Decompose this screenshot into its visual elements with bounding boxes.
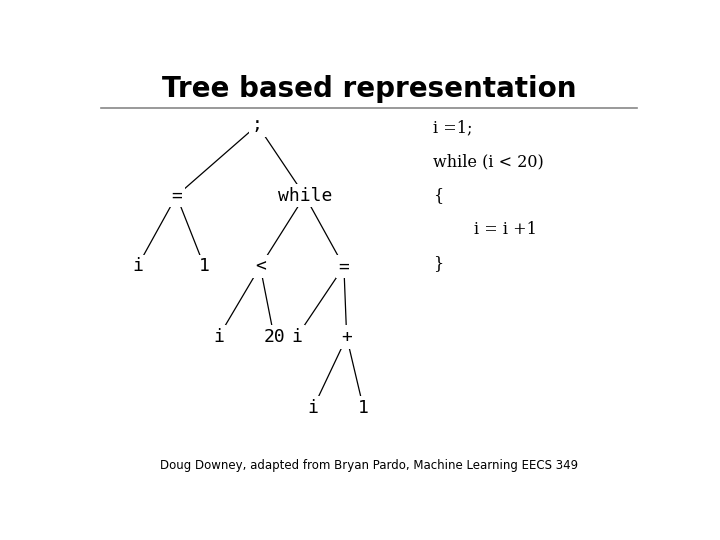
Text: ;: ; bbox=[252, 116, 263, 134]
Text: Tree based representation: Tree based representation bbox=[162, 75, 576, 103]
Text: =: = bbox=[171, 187, 182, 205]
Text: i: i bbox=[132, 258, 143, 275]
Text: while (i < 20): while (i < 20) bbox=[433, 153, 544, 170]
Text: =: = bbox=[338, 258, 349, 275]
Text: Doug Downey, adapted from Bryan Pardo, Machine Learning EECS 349: Doug Downey, adapted from Bryan Pardo, M… bbox=[160, 460, 578, 472]
Text: }: } bbox=[433, 255, 444, 272]
Text: i =1;: i =1; bbox=[433, 119, 472, 136]
Text: {: { bbox=[433, 187, 444, 204]
Text: +: + bbox=[341, 328, 352, 346]
Text: i: i bbox=[213, 328, 224, 346]
Text: i = i +1: i = i +1 bbox=[433, 221, 537, 238]
Text: <: < bbox=[255, 258, 266, 275]
Text: i: i bbox=[307, 399, 319, 417]
Text: 20: 20 bbox=[264, 328, 285, 346]
Text: 1: 1 bbox=[199, 258, 210, 275]
Text: i: i bbox=[291, 328, 302, 346]
Text: 1: 1 bbox=[358, 399, 369, 417]
Text: while: while bbox=[278, 187, 332, 205]
